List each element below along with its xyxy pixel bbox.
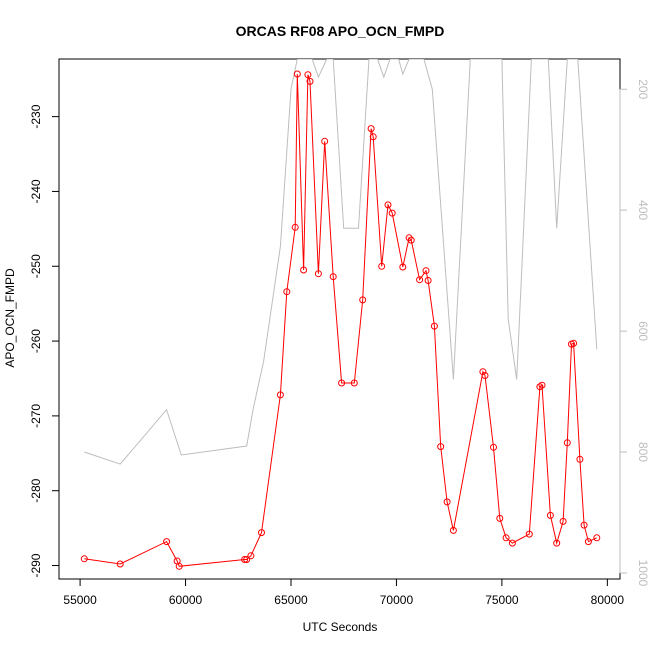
data-point bbox=[306, 77, 314, 85]
y2-tick-label: 600 bbox=[636, 321, 650, 341]
data-point bbox=[384, 201, 392, 209]
data-point bbox=[175, 562, 183, 570]
y2-tick-label: 1000 bbox=[636, 560, 650, 587]
data-point bbox=[553, 539, 561, 547]
y-tick-label: -290 bbox=[29, 553, 43, 577]
secondary-series-line bbox=[84, 59, 598, 465]
data-point bbox=[502, 534, 510, 542]
data-point bbox=[416, 276, 424, 284]
data-point bbox=[538, 381, 546, 389]
secondary-series bbox=[84, 59, 598, 465]
main-series bbox=[80, 70, 601, 570]
x-tick-label: 80000 bbox=[591, 593, 625, 607]
y-tick-label: -230 bbox=[29, 104, 43, 128]
chart-title: ORCAS RF08 APO_OCN_FMPD bbox=[236, 23, 445, 39]
x-tick-label: 70000 bbox=[380, 593, 414, 607]
y-tick-label: -270 bbox=[29, 404, 43, 428]
y2-tick-label: 800 bbox=[636, 442, 650, 462]
y-axis: -290 -280 -270 -260 -250 -240 -230 bbox=[29, 104, 60, 578]
y-tick-label: -280 bbox=[29, 478, 43, 502]
x-tick-label: 75000 bbox=[485, 593, 519, 607]
data-point bbox=[321, 137, 329, 145]
y-tick-label: -250 bbox=[29, 254, 43, 278]
data-point bbox=[350, 379, 358, 387]
x-tick-label: 55000 bbox=[63, 593, 97, 607]
data-point bbox=[283, 288, 291, 296]
data-point bbox=[422, 267, 430, 275]
data-point bbox=[367, 125, 375, 133]
data-point bbox=[580, 521, 588, 529]
data-point bbox=[546, 511, 554, 519]
data-point bbox=[399, 263, 407, 271]
plot-area-frame bbox=[58, 58, 621, 580]
data-point bbox=[508, 539, 516, 547]
y-axis-label: APO_OCN_FMPD bbox=[3, 268, 17, 368]
data-point bbox=[359, 296, 367, 304]
data-point bbox=[304, 71, 312, 79]
data-point bbox=[496, 514, 504, 522]
x-tick-label: 65000 bbox=[274, 593, 308, 607]
data-point bbox=[407, 236, 415, 244]
data-point bbox=[593, 534, 601, 542]
data-point bbox=[559, 517, 567, 525]
data-point bbox=[479, 368, 487, 376]
data-point bbox=[584, 538, 592, 546]
x-tick-label: 60000 bbox=[169, 593, 203, 607]
y-tick-label: -240 bbox=[29, 179, 43, 203]
data-point bbox=[329, 273, 337, 281]
data-point bbox=[570, 339, 578, 347]
data-point bbox=[563, 439, 571, 447]
data-point bbox=[443, 498, 451, 506]
data-point bbox=[536, 383, 544, 391]
data-point bbox=[405, 234, 413, 242]
data-point bbox=[291, 223, 299, 231]
data-point bbox=[241, 556, 249, 563]
data-point bbox=[437, 443, 445, 451]
data-point bbox=[430, 322, 438, 330]
data-point bbox=[449, 526, 457, 534]
data-point bbox=[243, 556, 251, 563]
data-point bbox=[338, 379, 346, 387]
data-point bbox=[163, 538, 171, 546]
data-point bbox=[576, 455, 584, 463]
data-point bbox=[276, 391, 284, 399]
data-point bbox=[300, 266, 308, 274]
data-point bbox=[490, 443, 497, 451]
data-point bbox=[424, 277, 432, 284]
data-point bbox=[293, 70, 301, 78]
data-point bbox=[314, 270, 322, 278]
x-axis: 55000 60000 65000 70000 75000 80000 bbox=[63, 578, 625, 607]
data-point bbox=[369, 133, 377, 141]
data-point bbox=[388, 209, 396, 217]
x-axis-label: UTC Seconds bbox=[303, 620, 378, 634]
data-point bbox=[378, 262, 386, 270]
y-tick-label: -260 bbox=[29, 329, 43, 353]
main-series-line bbox=[84, 73, 598, 567]
y2-tick-label: 200 bbox=[636, 79, 650, 99]
y2-tick-label: 400 bbox=[636, 200, 650, 220]
data-point bbox=[525, 530, 533, 538]
data-point bbox=[116, 560, 124, 568]
secondary-y-axis: 200 400 600 800 1000 bbox=[619, 79, 650, 587]
data-point bbox=[80, 555, 88, 563]
data-point bbox=[258, 529, 265, 537]
data-point bbox=[481, 372, 489, 379]
data-point bbox=[247, 552, 255, 560]
